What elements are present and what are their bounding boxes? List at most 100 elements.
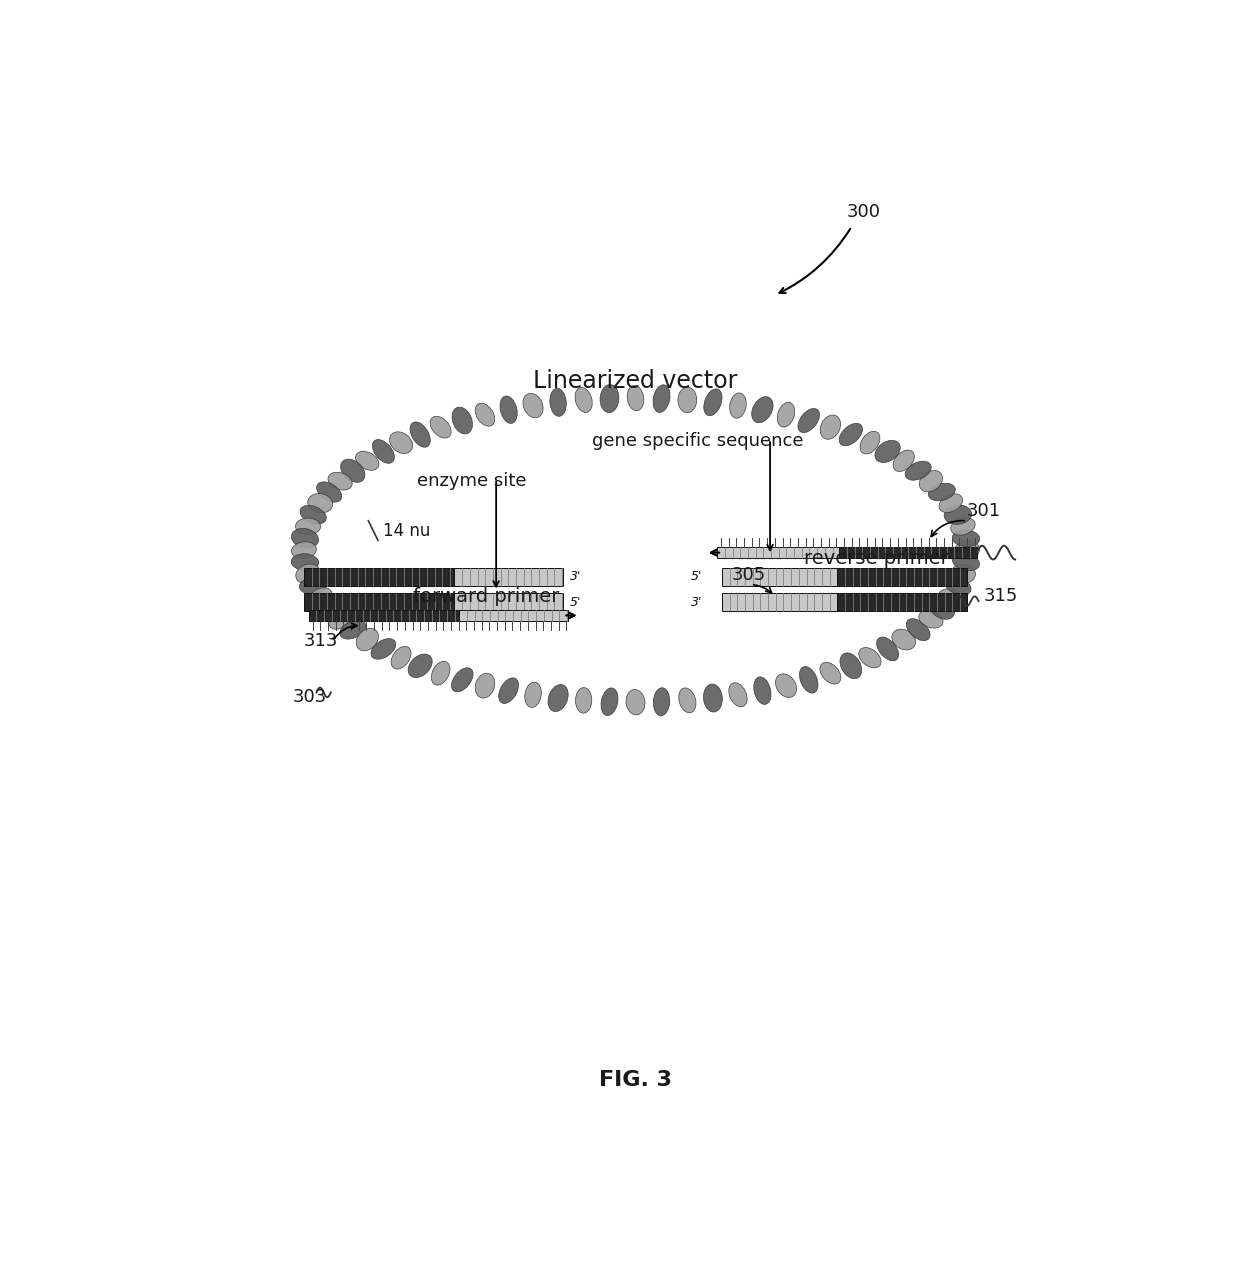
Ellipse shape	[929, 483, 955, 501]
Ellipse shape	[430, 417, 451, 438]
Ellipse shape	[627, 386, 644, 410]
Bar	[837, 592, 967, 610]
Ellipse shape	[919, 610, 942, 628]
Ellipse shape	[316, 482, 342, 502]
Bar	[304, 592, 454, 610]
Bar	[304, 568, 454, 586]
Text: 305: 305	[732, 566, 766, 583]
Text: forward primer: forward primer	[413, 587, 559, 606]
Ellipse shape	[601, 688, 618, 716]
Bar	[309, 610, 459, 620]
Ellipse shape	[906, 619, 930, 641]
Bar	[454, 592, 563, 610]
Ellipse shape	[820, 662, 841, 684]
Bar	[717, 548, 839, 558]
Bar	[722, 592, 837, 610]
Ellipse shape	[799, 409, 820, 433]
Ellipse shape	[372, 440, 394, 464]
Ellipse shape	[945, 576, 971, 595]
Ellipse shape	[678, 688, 696, 712]
Bar	[839, 548, 977, 558]
Text: 313: 313	[304, 632, 339, 650]
Ellipse shape	[775, 674, 796, 697]
Ellipse shape	[299, 577, 327, 594]
Ellipse shape	[875, 441, 900, 462]
Ellipse shape	[820, 415, 841, 440]
Bar	[454, 568, 563, 586]
Ellipse shape	[729, 683, 748, 707]
Ellipse shape	[291, 541, 316, 558]
Ellipse shape	[295, 519, 320, 535]
Ellipse shape	[475, 403, 495, 427]
Ellipse shape	[704, 389, 722, 415]
Ellipse shape	[703, 684, 723, 712]
Text: 14 nu: 14 nu	[383, 521, 430, 540]
Ellipse shape	[523, 394, 543, 418]
Ellipse shape	[356, 451, 379, 470]
Ellipse shape	[329, 609, 351, 629]
Ellipse shape	[839, 423, 863, 446]
Ellipse shape	[653, 688, 670, 716]
Ellipse shape	[300, 506, 326, 524]
Ellipse shape	[653, 385, 670, 413]
Ellipse shape	[575, 387, 593, 413]
Ellipse shape	[877, 637, 899, 661]
Ellipse shape	[356, 628, 378, 651]
Ellipse shape	[678, 387, 697, 413]
Ellipse shape	[475, 673, 495, 698]
Ellipse shape	[340, 620, 366, 640]
Ellipse shape	[575, 688, 591, 713]
Text: 5': 5'	[691, 569, 703, 582]
Ellipse shape	[371, 638, 396, 659]
Ellipse shape	[391, 646, 410, 669]
Ellipse shape	[451, 668, 472, 692]
Text: Linearized vector: Linearized vector	[533, 369, 738, 394]
Ellipse shape	[291, 529, 319, 548]
Ellipse shape	[905, 461, 931, 480]
Bar	[722, 568, 837, 586]
Text: 300: 300	[847, 203, 880, 220]
Ellipse shape	[729, 392, 746, 418]
Ellipse shape	[525, 682, 542, 707]
Ellipse shape	[754, 676, 771, 705]
Text: 315: 315	[983, 587, 1018, 605]
Ellipse shape	[929, 598, 955, 619]
Ellipse shape	[600, 385, 619, 413]
Ellipse shape	[453, 408, 472, 434]
Text: reverse primer: reverse primer	[804, 549, 949, 567]
Ellipse shape	[952, 553, 980, 571]
Ellipse shape	[751, 396, 773, 423]
Ellipse shape	[408, 654, 433, 678]
Ellipse shape	[498, 678, 518, 703]
Ellipse shape	[951, 517, 975, 535]
Ellipse shape	[432, 661, 450, 685]
Text: 3': 3'	[691, 596, 703, 609]
Ellipse shape	[944, 505, 972, 525]
Ellipse shape	[316, 599, 342, 618]
Text: gene specific sequence: gene specific sequence	[593, 432, 804, 451]
Text: 5': 5'	[570, 596, 582, 609]
Bar	[837, 568, 967, 586]
Ellipse shape	[952, 530, 980, 547]
Ellipse shape	[939, 589, 963, 605]
Ellipse shape	[893, 450, 914, 471]
Text: 3': 3'	[570, 569, 582, 582]
Ellipse shape	[859, 647, 882, 668]
Ellipse shape	[939, 494, 962, 512]
Ellipse shape	[800, 666, 818, 693]
Ellipse shape	[892, 629, 915, 650]
Text: 301: 301	[967, 502, 1001, 520]
Ellipse shape	[549, 389, 567, 417]
Ellipse shape	[291, 554, 319, 571]
Ellipse shape	[951, 564, 976, 583]
Text: FIG. 3: FIG. 3	[599, 1070, 672, 1089]
Ellipse shape	[410, 422, 430, 447]
Ellipse shape	[500, 396, 517, 423]
Text: 303: 303	[293, 688, 326, 706]
Ellipse shape	[296, 564, 320, 583]
Ellipse shape	[309, 587, 332, 606]
Ellipse shape	[955, 540, 980, 559]
Ellipse shape	[861, 432, 880, 454]
Ellipse shape	[389, 432, 413, 454]
Ellipse shape	[329, 473, 352, 490]
